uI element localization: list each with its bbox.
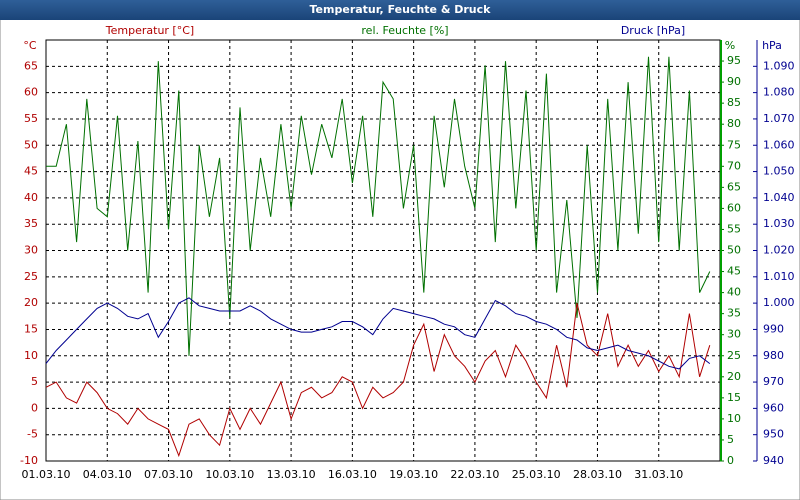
y2-tick-label: 55 bbox=[727, 222, 741, 235]
y-axis-title: Temperatur [°C] bbox=[105, 24, 194, 37]
y2-tick-label: 20 bbox=[727, 370, 741, 383]
y3-tick-label: 980 bbox=[763, 349, 784, 362]
x-tick-label: 01.03.10 bbox=[22, 468, 71, 481]
y3-tick-label: 1.070 bbox=[763, 112, 795, 125]
x-tick-label: 28.03.10 bbox=[573, 468, 622, 481]
y-tick-label: -5 bbox=[27, 428, 38, 441]
y2-tick-label: 85 bbox=[727, 96, 741, 109]
x-tick-label: 04.03.10 bbox=[83, 468, 132, 481]
y2-tick-label: 10 bbox=[727, 412, 741, 425]
x-tick-label: 13.03.10 bbox=[267, 468, 316, 481]
y-tick-label: 5 bbox=[31, 375, 38, 388]
y-tick-label: 25 bbox=[24, 270, 38, 283]
y2-tick-label: 75 bbox=[727, 138, 741, 151]
y-tick-label: 35 bbox=[24, 217, 38, 230]
y3-unit: hPa bbox=[762, 39, 782, 52]
x-tick-label: 16.03.10 bbox=[328, 468, 377, 481]
y-tick-label: 0 bbox=[31, 401, 38, 414]
y2-tick-label: 50 bbox=[727, 244, 741, 257]
y3-tick-label: 1.010 bbox=[763, 270, 795, 283]
y-tick-label: 50 bbox=[24, 138, 38, 151]
y-tick-label: -10 bbox=[20, 454, 38, 467]
y-tick-label: 10 bbox=[24, 349, 38, 362]
y2-tick-label: 25 bbox=[727, 349, 741, 362]
y-tick-label: 65 bbox=[24, 59, 38, 72]
x-tick-label: 19.03.10 bbox=[389, 468, 438, 481]
y-tick-label: 15 bbox=[24, 322, 38, 335]
y3-tick-label: 1.080 bbox=[763, 86, 795, 99]
y3-tick-label: 1.050 bbox=[763, 165, 795, 178]
y2-unit: % bbox=[725, 39, 735, 52]
y2-tick-label: 15 bbox=[727, 391, 741, 404]
y3-tick-label: 940 bbox=[763, 454, 784, 467]
y2-tick-label: 65 bbox=[727, 180, 741, 193]
y2-tick-label: 35 bbox=[727, 307, 741, 320]
series-line bbox=[46, 56, 711, 356]
y2-tick-label: 30 bbox=[727, 328, 741, 341]
y2-tick-label: 90 bbox=[727, 75, 741, 88]
y2-tick-label: 45 bbox=[727, 265, 741, 278]
series-line bbox=[45, 302, 711, 458]
y3-tick-label: 960 bbox=[763, 401, 784, 414]
y3-tick-label: 1.040 bbox=[763, 191, 795, 204]
x-tick-label: 07.03.10 bbox=[144, 468, 193, 481]
y3-axis-title: Druck [hPa] bbox=[621, 24, 685, 37]
y-tick-label: 55 bbox=[24, 112, 38, 125]
title-bar bbox=[0, 0, 800, 20]
y2-tick-label: 0 bbox=[727, 454, 734, 467]
y3-tick-label: 1.060 bbox=[763, 138, 795, 151]
x-tick-label: 22.03.10 bbox=[450, 468, 499, 481]
x-tick-label: 25.03.10 bbox=[512, 468, 561, 481]
y-tick-label: 40 bbox=[24, 191, 38, 204]
y2-tick-label: 40 bbox=[727, 286, 741, 299]
y2-tick-label: 60 bbox=[727, 201, 741, 214]
x-tick-label: 31.03.10 bbox=[634, 468, 683, 481]
y2-tick-label: 80 bbox=[727, 117, 741, 130]
y3-tick-label: 970 bbox=[763, 375, 784, 388]
y-unit: °C bbox=[23, 39, 37, 52]
y3-tick-label: 1.020 bbox=[763, 244, 795, 257]
y2-tick-label: 70 bbox=[727, 159, 741, 172]
y-tick-label: 45 bbox=[24, 165, 38, 178]
y-tick-label: 30 bbox=[24, 244, 38, 257]
y-tick-label: 60 bbox=[24, 86, 38, 99]
series-line bbox=[45, 297, 711, 370]
x-tick-label: 10.03.10 bbox=[205, 468, 254, 481]
y3-tick-label: 1.030 bbox=[763, 217, 795, 230]
y2-axis-title: rel. Feuchte [%] bbox=[361, 24, 448, 37]
chart-title: Temperatur, Feuchte & Druck bbox=[310, 3, 492, 16]
y-tick-label: 20 bbox=[24, 296, 38, 309]
y3-tick-label: 1.000 bbox=[763, 296, 795, 309]
y3-tick-label: 950 bbox=[763, 428, 784, 441]
y3-tick-label: 1.090 bbox=[763, 59, 795, 72]
y2-tick-label: 5 bbox=[727, 433, 734, 446]
y3-tick-label: 990 bbox=[763, 322, 784, 335]
y2-tick-label: 95 bbox=[727, 54, 741, 67]
